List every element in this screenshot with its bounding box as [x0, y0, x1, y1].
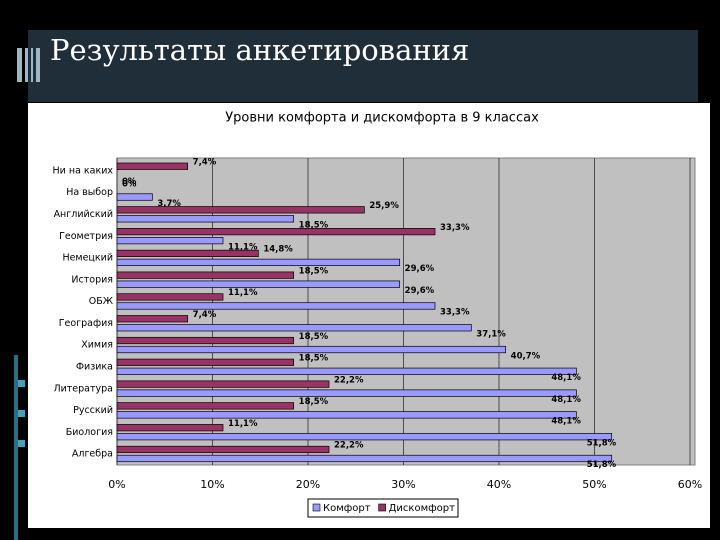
- decor-square: [18, 440, 25, 447]
- value-label: 25,9%: [369, 201, 399, 211]
- title-band: [28, 30, 698, 102]
- x-tick-label: 20%: [296, 478, 320, 491]
- value-label: 51,8%: [587, 460, 617, 470]
- decor: [14, 48, 40, 540]
- bar: [116, 358, 295, 366]
- bar: [116, 293, 224, 301]
- bar: [116, 389, 577, 397]
- value-label: 0%: [122, 179, 137, 189]
- y-tick-label: Геометрия: [59, 231, 113, 242]
- bar: [116, 454, 613, 463]
- decor-bar: [17, 48, 22, 82]
- x-tick-label: 50%: [582, 478, 606, 491]
- y-tick-label: Биология: [66, 427, 113, 438]
- legend-swatch: [378, 503, 386, 512]
- y-tick-label: На выбор: [66, 187, 113, 198]
- bar: [116, 280, 401, 288]
- legend-label: Комфорт: [323, 503, 371, 514]
- bar: [116, 228, 436, 236]
- slide-title: Результаты анкетирования: [50, 33, 469, 67]
- bar: [116, 402, 295, 410]
- bar: [116, 433, 613, 441]
- y-tick-label: Химия: [81, 340, 113, 351]
- bar: [116, 411, 577, 419]
- bar: [116, 367, 577, 375]
- value-label: 3,7%: [157, 199, 181, 209]
- value-label: 40,7%: [511, 351, 541, 361]
- value-label: 48,1%: [551, 417, 581, 427]
- value-label: 11,1%: [228, 419, 258, 429]
- bar: [116, 162, 189, 170]
- value-label: 14,8%: [263, 245, 293, 255]
- value-label: 11,1%: [228, 288, 258, 298]
- bar: [116, 271, 295, 279]
- decor-square: [18, 380, 25, 387]
- bar: [116, 206, 365, 214]
- x-tick-label: 0%: [108, 478, 125, 491]
- y-tick-label: География: [59, 318, 113, 329]
- bar: [116, 445, 330, 454]
- bar: [116, 424, 224, 432]
- decor-bar: [36, 48, 40, 82]
- y-tick-label: Алгебра: [72, 449, 113, 460]
- x-tick-label: 60%: [678, 478, 702, 491]
- value-label: 29,6%: [405, 286, 435, 296]
- value-label: 33,3%: [440, 223, 470, 233]
- x-tick-label: 40%: [487, 478, 511, 491]
- value-label: 18,5%: [299, 332, 329, 342]
- value-label: 22,2%: [334, 441, 364, 451]
- decor-square: [18, 410, 25, 417]
- decor-strip: [14, 355, 18, 540]
- bar: [116, 237, 224, 245]
- legend-swatch: [312, 503, 321, 512]
- legend-label: Дискомфорт: [389, 503, 456, 514]
- value-label: 18,5%: [299, 397, 329, 407]
- x-tick-label: 30%: [391, 478, 415, 491]
- y-tick-label: Литература: [53, 383, 113, 394]
- x-tick-label: 10%: [200, 478, 224, 491]
- y-tick-label: Английский: [54, 209, 113, 220]
- value-label: 7,4%: [193, 310, 217, 320]
- bar: [116, 215, 295, 223]
- bar: [116, 249, 259, 257]
- value-label: 18,5%: [299, 266, 329, 276]
- value-label: 11,1%: [228, 242, 258, 252]
- y-tick-label: Немецкий: [62, 253, 113, 264]
- decor-bar: [25, 48, 28, 82]
- value-label: 18,5%: [299, 221, 329, 231]
- chart-title: Уровни комфорта и дискомфорта в 9 класса…: [225, 111, 539, 126]
- value-label: 7,4%: [193, 158, 217, 168]
- value-label: 48,1%: [551, 395, 581, 405]
- bar: [116, 336, 295, 345]
- value-label: 37,1%: [476, 330, 506, 340]
- value-label: 0%: [122, 177, 137, 187]
- bar: [116, 315, 189, 323]
- value-label: 33,3%: [440, 308, 470, 318]
- value-label: 51,8%: [587, 438, 617, 448]
- bar: [116, 302, 436, 310]
- y-tick-label: ОБЖ: [89, 296, 114, 307]
- y-tick-label: Ни на каких: [53, 165, 114, 176]
- y-tick-label: История: [71, 274, 113, 285]
- bar: [116, 258, 401, 266]
- value-label: 22,2%: [334, 375, 364, 385]
- bar: [116, 345, 507, 354]
- value-label: 48,1%: [551, 373, 581, 383]
- decor-bar: [31, 48, 33, 82]
- bar: [116, 380, 330, 388]
- bar: [116, 324, 472, 332]
- y-tick-label: Русский: [73, 405, 113, 416]
- value-label: 18,5%: [299, 354, 329, 364]
- y-tick-label: Физика: [76, 361, 113, 372]
- value-label: 29,6%: [405, 264, 435, 274]
- bar: [116, 193, 153, 201]
